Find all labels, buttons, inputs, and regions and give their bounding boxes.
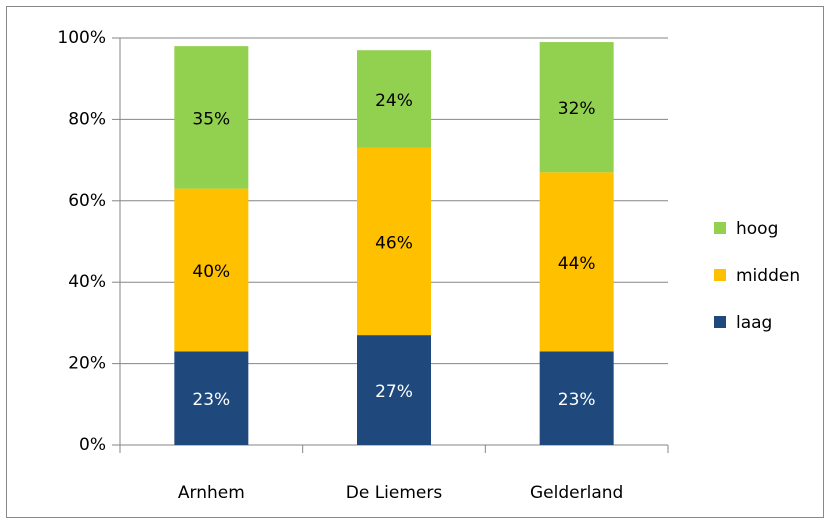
y-tick-label: 20% [68, 354, 106, 374]
legend-swatch [714, 269, 726, 281]
legend-label: midden [736, 266, 800, 286]
bar-segment [539, 172, 614, 352]
y-tick-label: 0% [79, 435, 106, 455]
bar-segment [174, 46, 249, 189]
y-tick-label: 80% [68, 109, 106, 129]
bar-segment [174, 188, 249, 352]
y-tick-label: 40% [68, 272, 106, 292]
x-tick-label: Gelderland [530, 483, 623, 503]
legend-swatch [714, 222, 726, 234]
bar-segment [357, 50, 431, 148]
x-tick-label: Arnhem [178, 483, 245, 503]
data-label: 44% [558, 254, 596, 274]
x-tick-label: De Liemers [346, 483, 443, 503]
legend-label: hoog [736, 219, 778, 239]
bar-segment [357, 147, 431, 336]
bar-segment [539, 351, 614, 445]
data-label: 24% [375, 91, 413, 111]
data-label: 46% [375, 234, 413, 254]
bar-segment [539, 42, 614, 173]
data-label: 23% [558, 390, 596, 410]
data-label: 40% [192, 262, 230, 282]
data-label: 27% [375, 382, 413, 402]
bar-segment [357, 335, 431, 445]
bar-segment [174, 351, 249, 445]
data-label: 23% [192, 390, 230, 410]
data-label: 35% [192, 109, 230, 129]
y-tick-label: 100% [57, 28, 106, 48]
data-label: 32% [558, 99, 596, 119]
legend-label: laag [736, 313, 772, 333]
legend-swatch [714, 316, 726, 328]
y-tick-label: 60% [68, 191, 106, 211]
